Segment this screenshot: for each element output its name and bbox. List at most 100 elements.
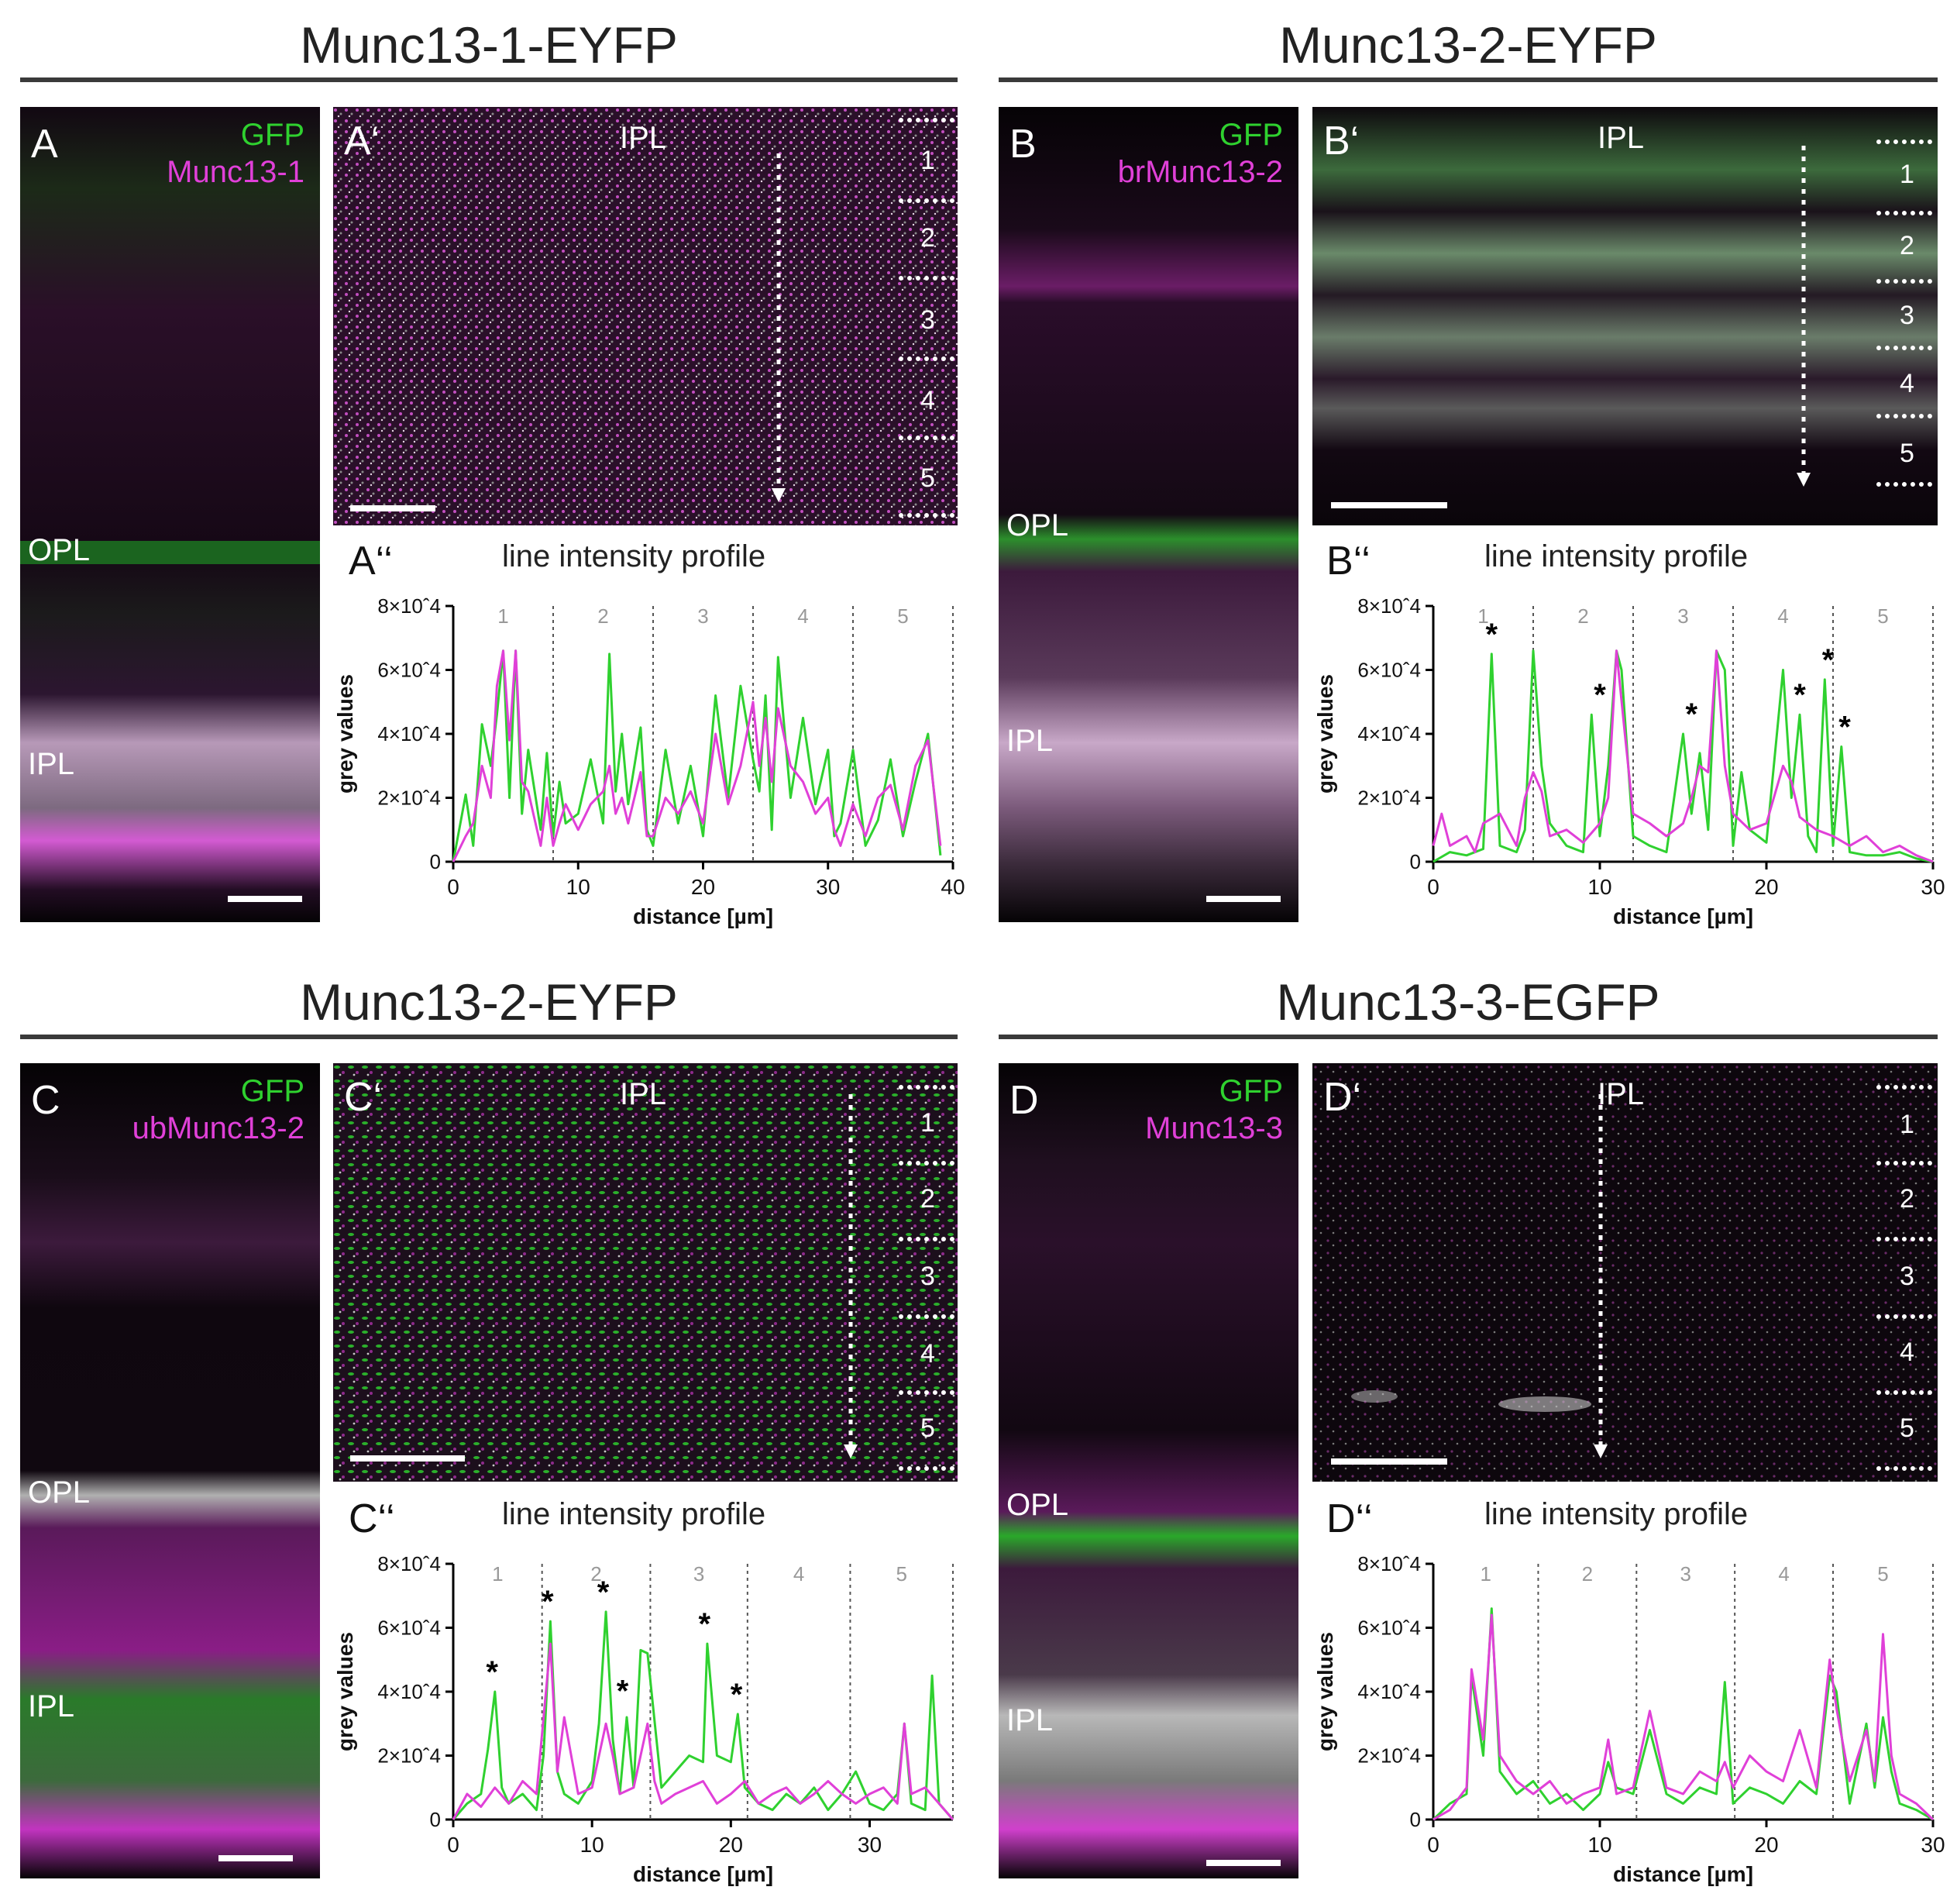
band-label: 1	[1480, 1562, 1491, 1586]
band-label: 2	[1577, 604, 1588, 628]
band-number: 1	[1900, 1110, 1914, 1139]
y-tick-label: 8×10ˆ4	[377, 594, 441, 618]
section-rule-bottom-left	[20, 1035, 958, 1039]
band-label: 4	[1777, 604, 1788, 628]
panel-d-ipl-label: IPL	[1006, 1703, 1054, 1737]
x-axis-label: distance [µm]	[1613, 904, 1753, 928]
panel-c-opl-label: OPL	[28, 1475, 91, 1510]
panel-c-magenta-channel: ubMunc13-2	[132, 1111, 304, 1145]
panel-b1-label: B‘	[1323, 119, 1360, 164]
peak-asterisk: *	[699, 1607, 711, 1641]
peak-asterisk: *	[542, 1585, 554, 1619]
series-line-green	[452, 1610, 954, 1820]
x-tick-label: 30	[1921, 875, 1945, 899]
band-divider	[1876, 1237, 1932, 1241]
panel-c1-scale-bar	[350, 1455, 465, 1462]
y-tick-label: 4×10ˆ4	[1357, 1680, 1421, 1703]
panel-b1-scale-bar	[1331, 502, 1447, 508]
band-number: 5	[1900, 1413, 1914, 1443]
y-axis-label: grey values	[1313, 1632, 1337, 1751]
panel-a-magenta-channel: Munc13-1	[167, 155, 304, 189]
panel-d1-ipl-label: IPL	[1598, 1077, 1645, 1111]
panel-b-magenta-channel: brMunc13-2	[1117, 155, 1283, 189]
band-divider	[899, 118, 954, 122]
x-tick-label: 10	[1587, 1833, 1611, 1857]
section-rule-top-left	[20, 77, 958, 82]
band-number: 3	[1900, 301, 1914, 330]
peak-asterisk: *	[597, 1575, 610, 1610]
x-tick-label: 30	[1921, 1833, 1945, 1857]
y-tick-label: 8×10ˆ4	[1357, 594, 1421, 618]
x-axis-label: distance [µm]	[1613, 1862, 1753, 1886]
series-line-green	[1432, 649, 1934, 863]
panel-b2-title: line intensity profile	[1484, 539, 1749, 573]
band-divider	[1876, 1085, 1932, 1090]
band-divider	[1876, 1161, 1932, 1165]
peak-asterisk: *	[486, 1655, 498, 1689]
band-label: 3	[1680, 1562, 1690, 1586]
band-label: 3	[697, 604, 708, 628]
panel-c2-title: line intensity profile	[502, 1497, 766, 1531]
band-number: 5	[920, 1413, 935, 1443]
panel-b-green-channel: GFP	[1219, 118, 1283, 152]
band-divider	[1876, 346, 1932, 350]
band-divider	[899, 1085, 954, 1090]
series-line-magenta	[1432, 649, 1934, 863]
band-divider	[899, 1237, 954, 1241]
chart-d2: 1 2 3 4 5 0 2×10ˆ4 4×10ˆ4 6×10ˆ4 8×10ˆ4 0 10 20 30 dis…	[1309, 1547, 1948, 1888]
y-axis-label: grey values	[333, 674, 357, 794]
panel-d1-label: D‘	[1323, 1075, 1362, 1120]
band-number: 2	[920, 223, 935, 253]
panel-c1-ipl-label: IPL	[620, 1077, 667, 1111]
series-line-magenta	[452, 1642, 954, 1820]
chart-svg: 1 2 3 4 5 0 2×10ˆ4 4×10ˆ4 6×10ˆ4 8×10ˆ4 0 10 20 30 dis…	[1313, 594, 1945, 928]
section-title-bottom-left: Munc13-2-EYFP	[300, 973, 678, 1031]
band-divider	[899, 513, 954, 518]
panel-a-label: A	[31, 122, 58, 167]
x-tick-label: 40	[941, 875, 965, 899]
band-divider	[899, 1466, 954, 1471]
y-tick-label: 0	[1410, 850, 1421, 873]
panel-b1-ipl-label: IPL	[1598, 121, 1645, 155]
band-divider	[899, 276, 954, 281]
chart-b2: 1 2 3 4 5 0 2×10ˆ4 4×10ˆ4 6×10ˆ4 8×10ˆ4 0 10 20 30 dis…	[1309, 589, 1948, 930]
panel-d-opl-label: OPL	[1006, 1488, 1069, 1522]
x-tick-label: 20	[1754, 1833, 1778, 1857]
panel-a-ipl-label: IPL	[28, 747, 75, 781]
band-divider	[1876, 1390, 1932, 1395]
band-divider	[1876, 139, 1932, 144]
y-tick-label: 2×10ˆ4	[377, 787, 441, 810]
band-number: 4	[920, 1339, 935, 1369]
x-tick-label: 0	[447, 1833, 459, 1857]
band-number: 4	[920, 386, 935, 415]
panel-a-scale-bar	[228, 896, 302, 902]
band-divider	[899, 356, 954, 361]
band-number: 1	[920, 146, 935, 175]
x-tick-label: 10	[1587, 875, 1611, 899]
band-label: 2	[597, 604, 608, 628]
band-number: 1	[920, 1108, 935, 1138]
panel-d2-title: line intensity profile	[1484, 1497, 1749, 1531]
chart-c2: 1 2 3 4 5 0 2×10ˆ4 4×10ˆ4 6×10ˆ4 8×10ˆ4 0 10 20 30 dis…	[329, 1547, 968, 1888]
band-divider	[1876, 279, 1932, 284]
x-tick-label: 30	[858, 1833, 882, 1857]
x-axis-label: distance [µm]	[633, 1862, 773, 1886]
x-tick-label: 20	[691, 875, 715, 899]
panel-c-overview-image: C GFP ubMunc13-2 OPL IPL	[20, 1063, 320, 1878]
band-divider	[899, 1314, 954, 1319]
band-divider	[1876, 211, 1932, 215]
section-title-bottom-right: Munc13-3-EGFP	[1276, 973, 1660, 1031]
band-number: 5	[920, 463, 935, 493]
y-tick-label: 2×10ˆ4	[1357, 1744, 1421, 1768]
panel-b-overview-image: B GFP brMunc13-2 OPL IPL	[999, 107, 1298, 922]
band-number: 4	[1900, 1338, 1914, 1367]
chart-svg: 1 2 3 4 5 0 2×10ˆ4 4×10ˆ4 6×10ˆ4 8×10ˆ4 0 10 20 30 dis…	[333, 1552, 954, 1886]
y-tick-label: 6×10ˆ4	[377, 1617, 441, 1640]
panel-a-overview-image: A GFP Munc13-1 OPL IPL	[20, 107, 320, 922]
panel-d2-label: D‘‘	[1326, 1496, 1373, 1541]
band-label: 2	[590, 1562, 601, 1586]
panel-b-opl-label: OPL	[1006, 508, 1069, 542]
band-label: 2	[1582, 1562, 1593, 1586]
band-number: 3	[920, 1262, 935, 1291]
panel-a1-ipl-label: IPL	[620, 121, 667, 155]
